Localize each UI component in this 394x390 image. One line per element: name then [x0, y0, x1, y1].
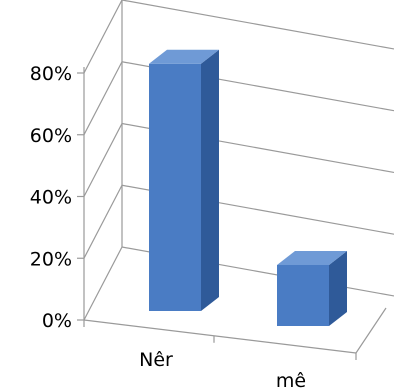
y-axis-ticks: 0% 20% 40% 60% 80%: [30, 63, 72, 332]
category-label: mê: [276, 370, 306, 390]
bars: [149, 49, 347, 326]
category-label: Nêr: [139, 349, 173, 371]
gridline-back: [121, 0, 394, 50]
y-tick-label: 60%: [30, 125, 72, 147]
bar-side: [201, 49, 219, 312]
floor-right-edge: [355, 307, 387, 354]
bar-top: [277, 250, 347, 265]
y-tick-label: 80%: [30, 63, 72, 85]
x-axis-labels: Nêr mê: [139, 349, 306, 390]
gridline-side: [83, 0, 123, 74]
gridline-side: [83, 123, 123, 197]
bar-front: [277, 264, 329, 326]
floor-front-edge: [83, 319, 357, 354]
bar-1: [149, 49, 219, 312]
bar-front: [149, 63, 201, 312]
gridline-side: [83, 246, 123, 321]
y-tick-label: 40%: [30, 187, 72, 209]
bar-2: [277, 250, 347, 326]
gridline-side: [83, 184, 123, 259]
bar-side: [329, 250, 347, 326]
y-tick-label: 20%: [30, 248, 72, 270]
y-tick-label: 0%: [42, 310, 72, 332]
gridline-side: [83, 61, 123, 136]
bar-top: [149, 49, 219, 64]
